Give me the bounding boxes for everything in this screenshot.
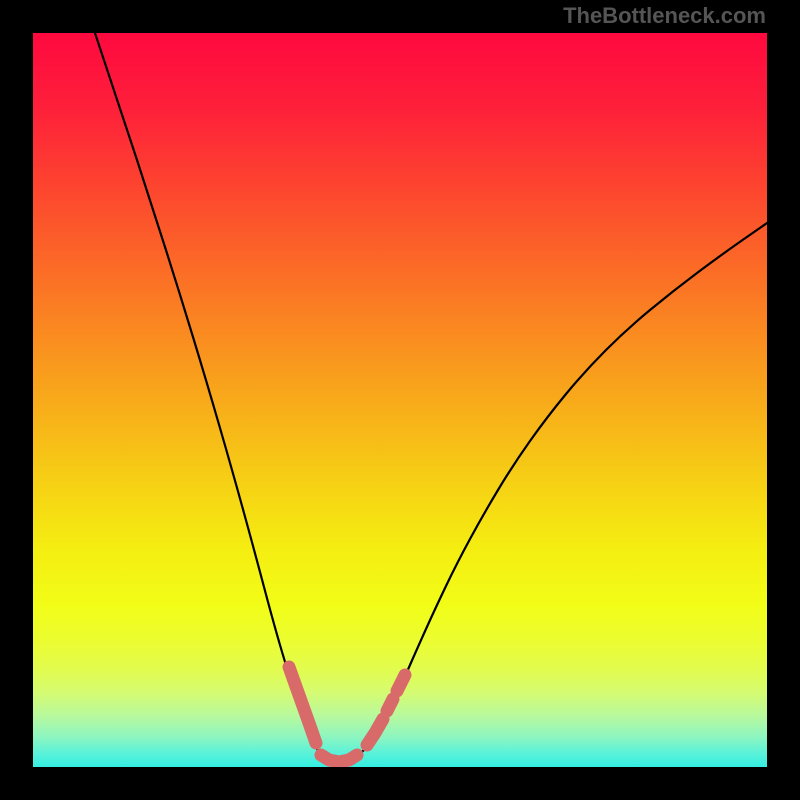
watermark-text: TheBottleneck.com [563,3,766,29]
stage: TheBottleneck.com [0,0,800,800]
highlight-segment [367,719,383,745]
plot-area [33,33,767,767]
highlight-region [289,667,405,762]
highlight-segment [289,667,316,743]
bottleneck-curve [95,33,767,762]
highlight-segment [321,755,357,762]
curve-svg [33,33,767,767]
highlight-segment [397,675,405,691]
highlight-segment [387,699,393,711]
